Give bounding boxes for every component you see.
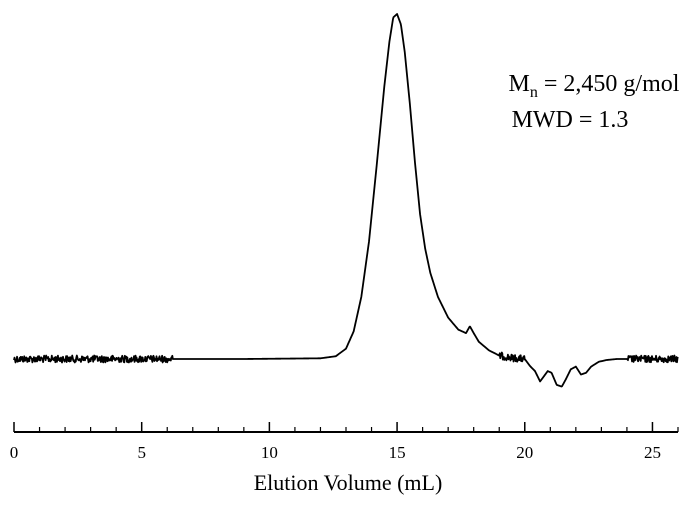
chromatogram-trace [13,13,679,388]
x-tick-label: 10 [261,443,278,462]
x-axis-title: Elution Volume (mL) [254,470,443,495]
mn-subscript: n [530,84,538,101]
x-tick-label: 15 [389,443,406,462]
x-tick-label: 20 [516,443,533,462]
mwd-annotation: MWD = 1.3 [512,107,629,133]
x-tick-label: 5 [137,443,146,462]
x-axis: 0 5 10 15 20 25 [10,422,679,462]
mn-annotation: Mn = 2,450 g/mol [509,71,680,101]
svg-text:Mn = 2,450 g/mol: Mn = 2,450 g/mol [509,71,680,101]
mn-value: = 2,450 g/mol [538,71,680,97]
plot-area [13,13,679,388]
x-tick-label: 25 [644,443,661,462]
mn-symbol: M [509,71,530,97]
x-tick-label: 0 [10,443,19,462]
